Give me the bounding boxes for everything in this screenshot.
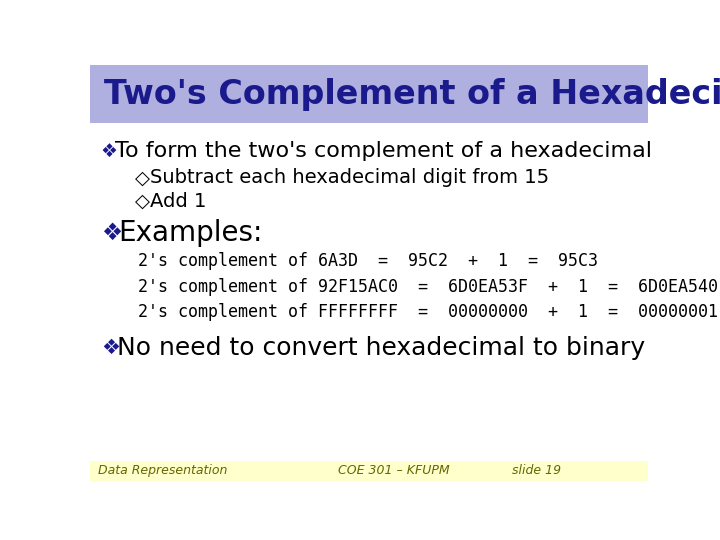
Text: ❖: ❖	[101, 338, 120, 358]
Text: ❖: ❖	[101, 141, 118, 160]
Text: Add 1: Add 1	[150, 192, 206, 211]
Text: ◇: ◇	[135, 192, 150, 211]
Text: 2's complement of FFFFFFFF  =  00000000  +  1  =  00000001: 2's complement of FFFFFFFF = 00000000 + …	[138, 303, 718, 321]
Text: Subtract each hexadecimal digit from 15: Subtract each hexadecimal digit from 15	[150, 168, 549, 187]
Text: ◇: ◇	[135, 168, 150, 187]
Text: Two's Complement of a Hexadecimal: Two's Complement of a Hexadecimal	[104, 78, 720, 111]
Text: ❖: ❖	[101, 221, 122, 245]
Text: Data Representation: Data Representation	[98, 464, 227, 477]
Text: 2's complement of 6A3D  =  95C2  +  1  =  95C3: 2's complement of 6A3D = 95C2 + 1 = 95C3	[138, 252, 598, 270]
FancyBboxPatch shape	[90, 461, 648, 481]
Text: No need to convert hexadecimal to binary: No need to convert hexadecimal to binary	[117, 336, 644, 360]
Text: To form the two's complement of a hexadecimal: To form the two's complement of a hexade…	[115, 141, 652, 161]
FancyBboxPatch shape	[90, 65, 648, 123]
Text: COE 301 – KFUPM: COE 301 – KFUPM	[338, 464, 449, 477]
Text: slide 19: slide 19	[513, 464, 562, 477]
Text: 2's complement of 92F15AC0  =  6D0EA53F  +  1  =  6D0EA540: 2's complement of 92F15AC0 = 6D0EA53F + …	[138, 278, 718, 295]
Text: Examples:: Examples:	[118, 219, 262, 247]
